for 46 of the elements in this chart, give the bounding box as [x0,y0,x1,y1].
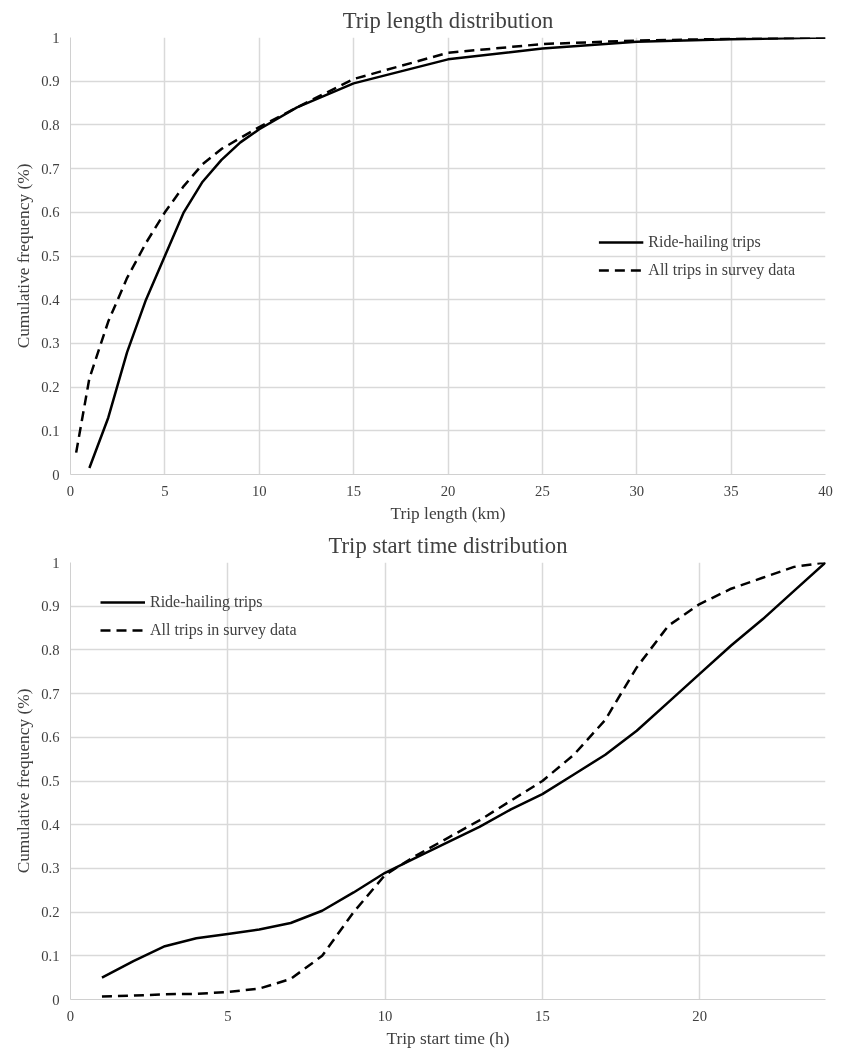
x-tick-label: 35 [723,482,739,499]
x-tick-label: 0 [66,1007,75,1024]
y-tick-label: 0.3 [41,860,60,877]
y-tick-label: 0.9 [41,598,60,615]
y-tick-label: 0.8 [41,641,60,658]
y-tick-label: 0.9 [41,73,60,90]
y-tick-label: 0.7 [41,685,60,702]
x-tick-label: 10 [377,1007,393,1024]
x-tick-label: 30 [629,482,645,499]
x-tick-label: 10 [251,482,267,499]
y-tick-label: 0 [52,466,60,483]
x-tick-label: 5 [224,1007,232,1024]
y-tick-label: 0.7 [41,160,60,177]
y-axis-title: Cumulative frequency (%) [14,163,34,349]
x-tick-label: 0 [66,482,75,499]
y-tick-label: 0.4 [41,291,61,308]
legend-label: All trips in survey data [648,260,795,279]
x-axis-title: Trip start time (h) [386,1028,510,1048]
legend-label: All trips in survey data [150,621,297,639]
y-tick-label: 0 [52,991,60,1008]
y-tick-label: 0.6 [41,204,60,221]
y-tick-label: 0.1 [41,947,60,964]
y-tick-label: 1 [52,29,60,46]
y-tick-label: 0.2 [41,379,60,396]
y-tick-label: 1 [52,554,60,571]
chart-title: Trip length distribution [342,7,554,33]
y-axis-title: Cumulative frequency (%) [14,688,34,874]
x-tick-label: 15 [535,1007,550,1024]
x-tick-label: 40 [818,482,833,499]
y-tick-label: 0.1 [41,422,60,439]
x-tick-label: 20 [440,482,456,499]
y-tick-label: 0.2 [41,904,60,921]
x-tick-label: 15 [346,482,361,499]
x-tick-label: 20 [692,1007,707,1024]
y-tick-label: 0.5 [41,248,60,264]
y-tick-label: 0.3 [41,335,60,352]
x-tick-label: 25 [535,482,550,499]
y-tick-label: 0.4 [41,816,61,833]
y-tick-label: 0.6 [41,729,60,746]
x-tick-label: 5 [161,482,169,499]
y-tick-label: 0.8 [41,116,60,133]
legend-label: Ride-hailing trips [648,232,761,251]
legend-label: Ride-hailing trips [150,593,263,611]
chart-title: Trip start time distribution [328,532,568,558]
y-tick-label: 0.5 [41,773,60,789]
x-axis-title: Trip length (km) [390,503,506,523]
